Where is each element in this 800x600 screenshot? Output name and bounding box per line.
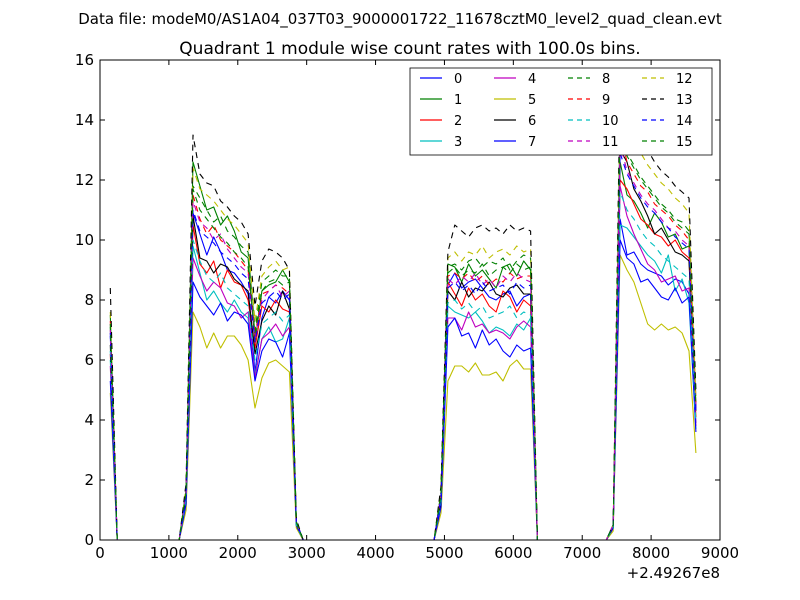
x-tick-label: 8000 (632, 544, 670, 562)
y-tick-label: 2 (84, 471, 94, 489)
legend-label-7: 7 (528, 135, 536, 150)
y-tick-label: 10 (75, 231, 94, 249)
x-tick-label: 1000 (150, 544, 188, 562)
legend-label-5: 5 (528, 93, 536, 108)
legend-label-13: 13 (676, 93, 693, 108)
legend-label-11: 11 (602, 135, 619, 150)
x-tick-label: 6000 (494, 544, 532, 562)
x-offset-label: +2.49267e8 (627, 564, 720, 582)
y-tick-label: 14 (75, 111, 94, 129)
legend-label-12: 12 (676, 72, 693, 87)
y-tick-label: 4 (84, 411, 94, 429)
legend-label-6: 6 (528, 114, 536, 129)
y-tick-label: 8 (84, 291, 94, 309)
y-tick-label: 0 (84, 531, 94, 549)
x-tick-label: 9000 (701, 544, 739, 562)
x-tick-label: 5000 (425, 544, 463, 562)
legend-label-15: 15 (676, 135, 693, 150)
x-tick-label: 7000 (563, 544, 601, 562)
y-tick-label: 16 (75, 51, 94, 69)
legend-label-4: 4 (528, 72, 536, 87)
y-tick-label: 6 (84, 351, 94, 369)
legend-label-8: 8 (602, 72, 610, 87)
legend-label-14: 14 (676, 114, 693, 129)
legend-label-10: 10 (602, 114, 619, 129)
legend-label-0: 0 (454, 72, 462, 87)
chart-title: Quadrant 1 module wise count rates with … (179, 39, 640, 59)
x-tick-label: 0 (95, 544, 105, 562)
x-tick-label: 2000 (219, 544, 257, 562)
x-tick-label: 3000 (288, 544, 326, 562)
y-tick-label: 12 (75, 171, 94, 189)
x-tick-label: 4000 (356, 544, 394, 562)
figure-suptitle: Data file: modeM0/AS1A04_037T03_90000017… (78, 10, 722, 29)
legend-label-3: 3 (454, 135, 462, 150)
legend-label-9: 9 (602, 93, 610, 108)
legend-label-1: 1 (454, 93, 462, 108)
legend-label-2: 2 (454, 114, 462, 129)
chart-figure: Data file: modeM0/AS1A04_037T03_90000017… (0, 0, 800, 600)
